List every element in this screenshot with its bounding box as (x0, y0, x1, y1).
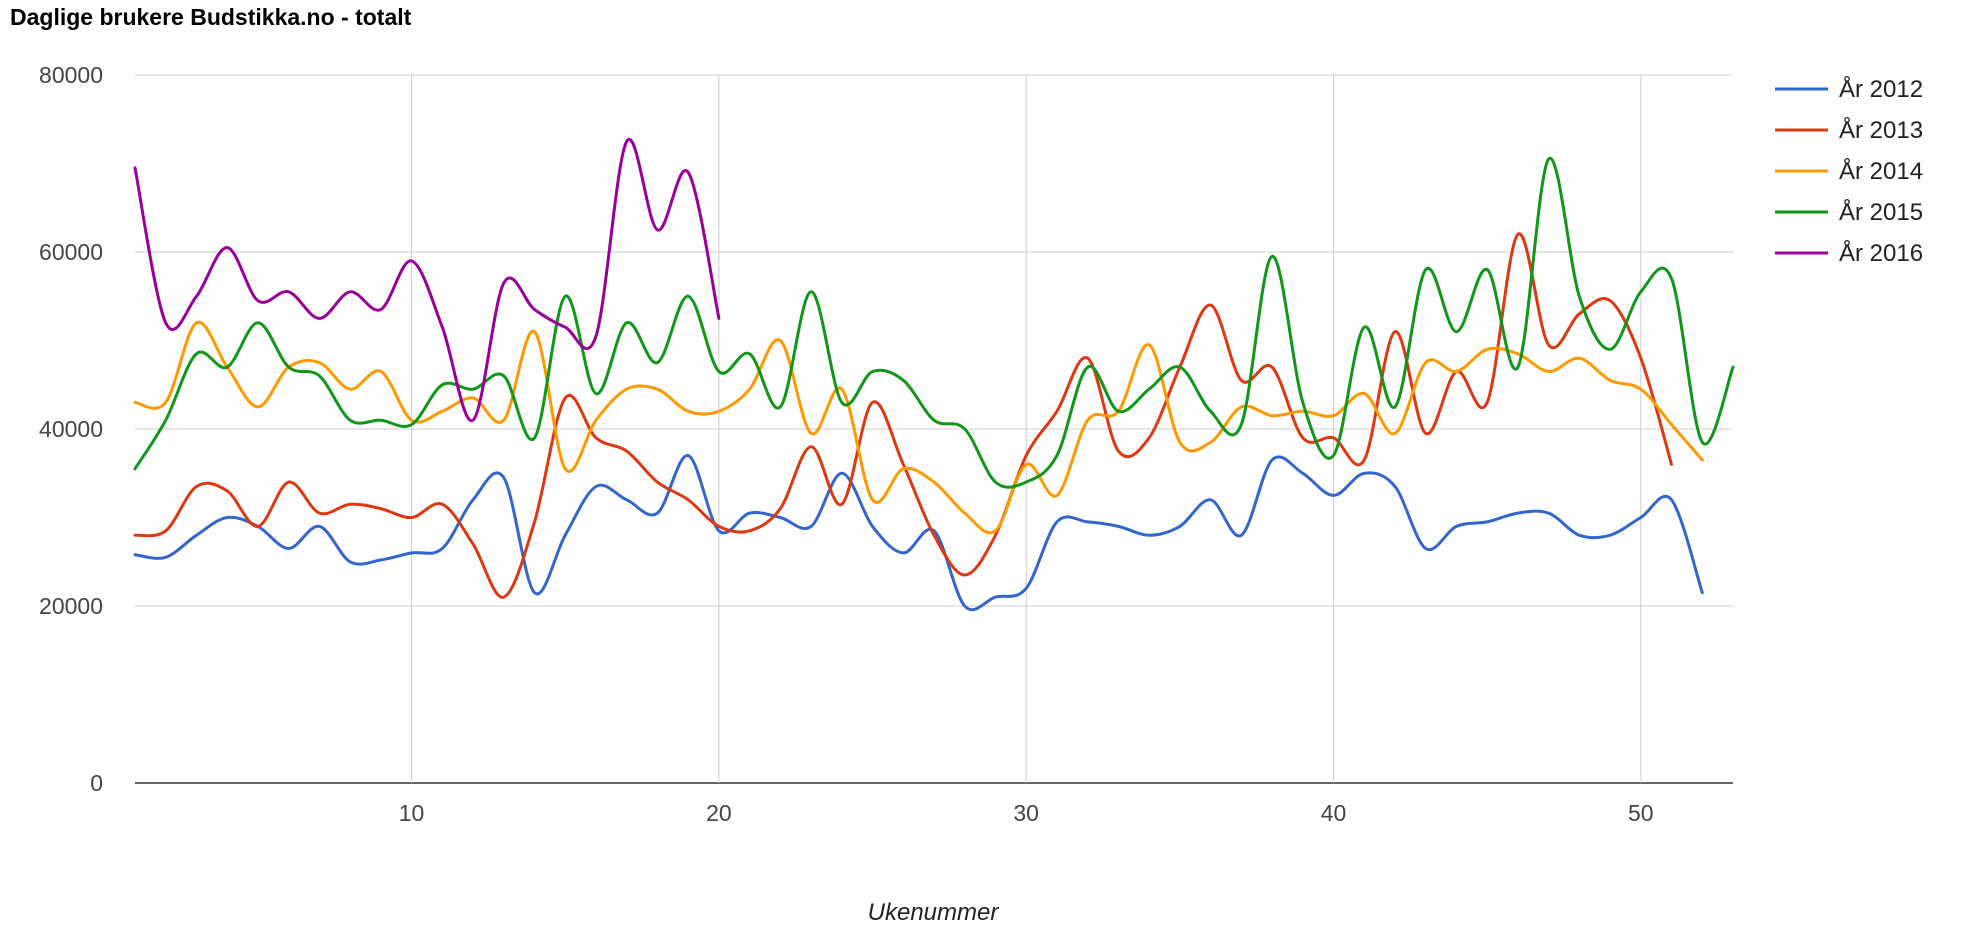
legend-label: År 2012 (1839, 75, 1923, 103)
x-tick-label: 10 (399, 800, 425, 826)
series-line-2 (133, 232, 1673, 599)
x-tick-label: 30 (1013, 800, 1039, 826)
y-tick-label: 80000 (39, 62, 103, 88)
legend-label: År 2014 (1839, 157, 1923, 185)
series-line-4 (133, 157, 1735, 489)
y-tick-label: 0 (90, 770, 103, 796)
chart-title: Daglige brukere Budstikka.no - totalt (10, 4, 412, 30)
legend: År 2012 År 2013 År 2014 År 2015 År 2016 (1775, 75, 1923, 267)
x-axis-title: Ukenummer (868, 899, 1000, 926)
series-lines (133, 137, 1735, 612)
x-tick-label: 40 (1321, 800, 1347, 826)
x-tick-label: 20 (706, 800, 732, 826)
x-tick-label: 50 (1628, 800, 1654, 826)
axis-labels: 0 20000 40000 60000 80000 10 20 30 40 50 (39, 62, 1654, 826)
series-line-3 (133, 320, 1704, 535)
legend-label: År 2013 (1839, 116, 1923, 144)
y-tick-label: 60000 (39, 239, 103, 265)
y-tick-label: 40000 (39, 416, 103, 442)
legend-label: År 2016 (1839, 239, 1923, 267)
series-line-1 (133, 454, 1704, 612)
y-tick-label: 20000 (39, 593, 103, 619)
series-line-5 (133, 137, 721, 422)
grid-lines (135, 74, 1733, 784)
legend-label: År 2015 (1839, 198, 1923, 226)
